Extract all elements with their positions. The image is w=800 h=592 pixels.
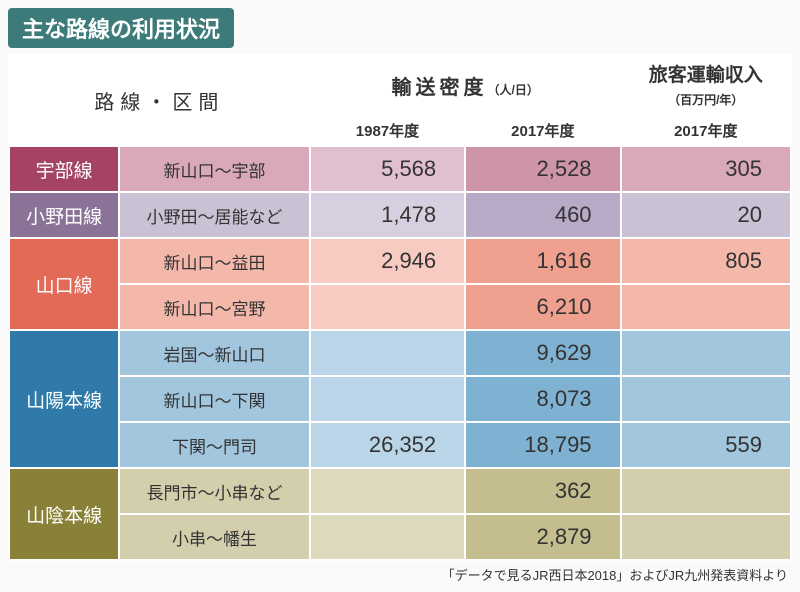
density-2017: 9,629: [465, 330, 620, 376]
revenue-2017: [621, 376, 791, 422]
section-cell: 下関～門司: [119, 422, 309, 468]
density-2017: 2,879: [465, 514, 620, 560]
table-row: 山陰本線長門市～小串など362: [9, 468, 791, 514]
density-1987: [310, 330, 465, 376]
header-density: 輸送密度（人/日）: [310, 55, 621, 115]
revenue-2017: 305: [621, 146, 791, 192]
usage-table: 路線・区間 輸送密度（人/日） 旅客運輸収入（百万円/年） 1987年度 201…: [8, 54, 792, 561]
density-1987: 2,946: [310, 238, 465, 284]
section-cell: 長門市～小串など: [119, 468, 309, 514]
density-2017: 1,616: [465, 238, 620, 284]
section-cell: 新山口～宇部: [119, 146, 309, 192]
density-1987: [310, 284, 465, 330]
section-cell: 小野田～居能など: [119, 192, 309, 238]
line-header: 山陽本線: [9, 330, 119, 468]
header-density-unit: （人/日）: [487, 83, 538, 97]
table-row: 山陽本線岩国～新山口9,629: [9, 330, 791, 376]
density-1987: 26,352: [310, 422, 465, 468]
revenue-2017: [621, 514, 791, 560]
revenue-2017: 805: [621, 238, 791, 284]
header-revenue-label: 旅客運輸収入: [649, 65, 763, 86]
page-title: 主な路線の利用状況: [8, 8, 234, 48]
revenue-2017: 20: [621, 192, 791, 238]
header-revenue: 旅客運輸収入 （百万円/年）: [621, 55, 791, 115]
density-1987: 5,568: [310, 146, 465, 192]
line-header: 山陰本線: [9, 468, 119, 560]
density-2017: 362: [465, 468, 620, 514]
table-row: 下関～門司26,35218,795559: [9, 422, 791, 468]
header-year-2017-rev: 2017年度: [621, 115, 791, 146]
revenue-2017: [621, 468, 791, 514]
density-1987: [310, 468, 465, 514]
table-row: 新山口～宮野 6,210: [9, 284, 791, 330]
section-cell: 小串～幡生: [119, 514, 309, 560]
density-2017: 460: [465, 192, 620, 238]
density-1987: [310, 376, 465, 422]
header-year-2017: 2017年度: [465, 115, 620, 146]
header-route: 路線・区間: [9, 55, 310, 146]
line-header: 宇部線: [9, 146, 119, 192]
revenue-2017: [621, 284, 791, 330]
footnote: 「データで見るJR西日本2018」およびJR九州発表資料より: [8, 565, 792, 584]
table-body: 宇部線新山口～宇部5,5682,528305小野田線小野田～居能など1,4784…: [9, 146, 791, 560]
table-row: 新山口～下関 8,073: [9, 376, 791, 422]
table-row: 小野田線小野田～居能など1,47846020: [9, 192, 791, 238]
line-header: 山口線: [9, 238, 119, 330]
table-row: 宇部線新山口～宇部5,5682,528305: [9, 146, 791, 192]
density-2017: 18,795: [465, 422, 620, 468]
line-header: 小野田線: [9, 192, 119, 238]
table-row: 小串～幡生 2,879: [9, 514, 791, 560]
section-cell: 岩国～新山口: [119, 330, 309, 376]
density-1987: 1,478: [310, 192, 465, 238]
section-cell: 新山口～下関: [119, 376, 309, 422]
section-cell: 新山口～益田: [119, 238, 309, 284]
section-cell: 新山口～宮野: [119, 284, 309, 330]
density-2017: 2,528: [465, 146, 620, 192]
density-2017: 6,210: [465, 284, 620, 330]
revenue-2017: [621, 330, 791, 376]
revenue-2017: 559: [621, 422, 791, 468]
density-1987: [310, 514, 465, 560]
density-2017: 8,073: [465, 376, 620, 422]
header-density-label: 輸送密度: [391, 77, 487, 99]
table-row: 山口線新山口～益田2,9461,616805: [9, 238, 791, 284]
header-revenue-unit: （百万円/年）: [668, 93, 743, 107]
header-year-1987: 1987年度: [310, 115, 465, 146]
